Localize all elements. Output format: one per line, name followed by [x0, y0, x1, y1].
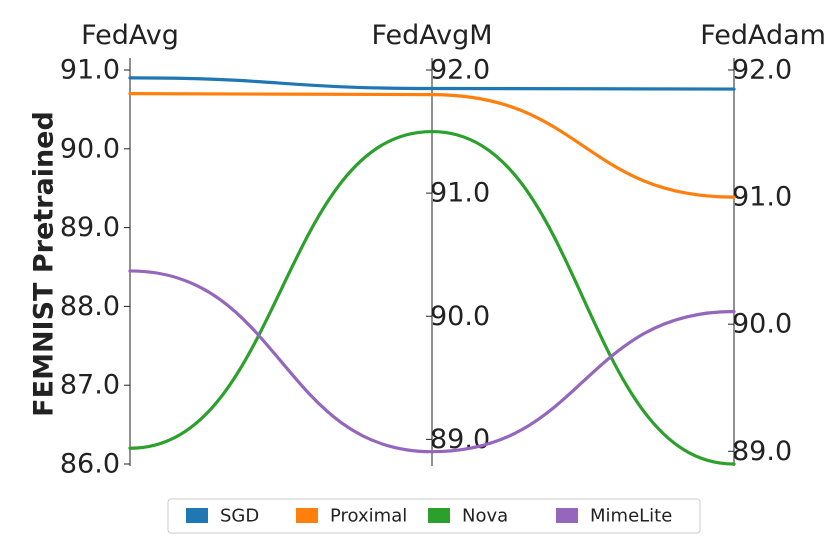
series-line-sgd [128, 76, 736, 91]
tick-label: 90.0 [732, 309, 792, 340]
legend-item-sgd: SGD [186, 506, 259, 527]
axis-fedadam: FedAdam 89.0 90.0 91.0 92.0 [700, 20, 826, 467]
legend-label: SGD [220, 506, 259, 527]
series-line-mimelite [128, 269, 736, 454]
tick-label: 87.0 [60, 370, 120, 401]
series-lines-layer [128, 76, 736, 466]
legend-swatch [296, 508, 318, 523]
axes-layer: FedAvg 86.0 87.0 88.0 89.0 90.0 91.0 FedAvgM 89.… [60, 20, 826, 480]
legend-swatch [556, 508, 578, 523]
tick-label: 92.0 [430, 55, 490, 86]
tick-label: 91.0 [60, 55, 120, 86]
legend-swatch [186, 508, 208, 523]
legend-label: Proximal [330, 506, 407, 527]
series-line-proximal [128, 92, 736, 199]
tick-label: 91.0 [430, 178, 490, 209]
tick-label: 90.0 [430, 301, 490, 332]
legend-item-proximal: Proximal [296, 506, 407, 527]
legend-label: MimeLite [590, 506, 672, 527]
tick-label: 90.0 [60, 133, 120, 164]
axis-title: FedAvg [81, 20, 179, 51]
axis-title: FedAdam [700, 20, 826, 51]
legend-item-mimelite: MimeLite [556, 506, 672, 527]
legend-item-nova: Nova [428, 506, 508, 527]
legend-swatch [428, 508, 450, 523]
tick-label: 92.0 [732, 55, 792, 86]
tick-label: 88.0 [60, 291, 120, 322]
series-line-nova [128, 129, 736, 466]
axis-fedavg: FedAvg 86.0 87.0 88.0 89.0 90.0 91.0 [60, 20, 179, 480]
y-axis-label: FEMNIST Pretrained [29, 111, 60, 417]
tick-label: 89.0 [60, 212, 120, 243]
tick-label: 86.0 [60, 449, 120, 480]
tick-label: 89.0 [732, 436, 792, 467]
legend-label: Nova [462, 506, 508, 527]
legend: SGD Proximal Nova MimeLite [167, 498, 701, 534]
axis-title: FedAvgM [371, 20, 492, 51]
tick-label: 91.0 [732, 182, 792, 213]
